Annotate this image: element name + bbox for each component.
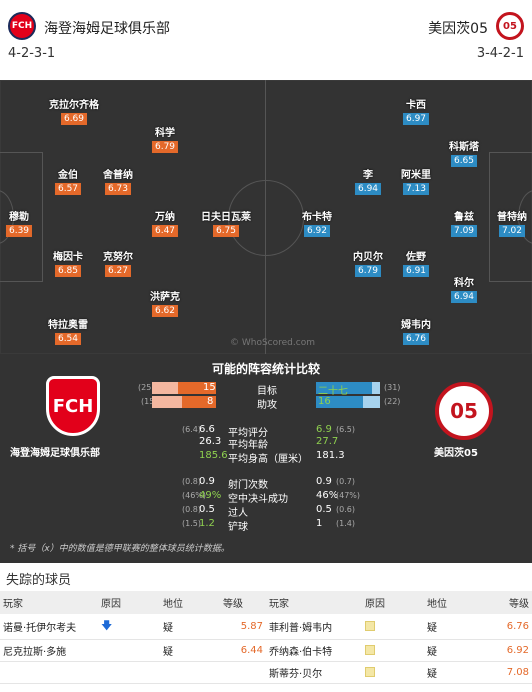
watermark: © WhoScored.com [230,338,315,348]
away-player[interactable]: 阿米里 7.13 [401,170,431,195]
away-formation: 3-4-2-1 [476,46,524,61]
stat-row: (0.8) 0.9 射门次数 0.9 (0.7) [182,476,355,491]
away-player[interactable]: 鲁兹 7.09 [450,208,478,237]
stat-row: 26.3 平均年龄 27.7 [199,436,339,451]
stat-row: (1.5) 1.2 铲球 1 (1.4) [182,518,355,533]
home-player[interactable]: 洪萨克 6.62 [150,292,180,317]
home-crest-large[interactable]: FCH [46,376,100,436]
home-player[interactable]: 克拉尔齐格 6.69 [49,100,99,125]
stat-row: 185.6 平均身高（厘米） 181.3 [199,450,345,465]
stat-row: (0.8) 0.5 过人 0.5 (0.6) [182,504,355,519]
stat-row: (6.4) 6.6 平均评分 6.9 (6.5) [182,424,355,439]
away-player[interactable]: 李 6.94 [354,166,382,195]
away-player[interactable]: 布卡特 6.92 [302,212,332,237]
home-player[interactable]: 万纳 6.47 [151,208,179,237]
home-player[interactable]: 舍普纳 6.73 [103,170,133,195]
stat-row: (46%) 49% 空中决斗成功 46% (47%) [182,490,361,505]
stat-row-assists: (15 8 助攻 16 (22) [141,396,401,411]
away-stat-bar [316,382,372,394]
table-row: 诺曼·托伊尔考夫 🡇 疑 5.87 菲利普·姆韦内 疑 6.76 [0,614,532,640]
away-player[interactable]: 佐野 6.91 [402,248,430,277]
injury-icon [365,621,375,631]
away-player[interactable]: 姆韦内 6.76 [401,320,431,345]
home-player[interactable]: 日夫日瓦莱 6.75 [201,212,251,237]
away-player[interactable]: 普特纳 7.02 [497,212,527,237]
home-player[interactable]: 科学 6.79 [151,124,179,153]
away-team-name[interactable]: 美因茨05 [428,21,488,37]
home-player[interactable]: 克努尔 6.27 [103,252,133,277]
home-team-crest[interactable]: FCH [8,12,36,40]
away-player[interactable]: 内贝尔 6.79 [353,252,383,277]
away-player[interactable]: 卡西 6.97 [402,96,430,125]
home-stat-bar [182,396,216,408]
home-stat-bar [178,382,216,394]
lineup-comparison: 可能的阵容统计比较 FCH 海登海姆足球俱乐部 05 美因茨05 (25) 15… [0,354,532,563]
arrow-down-icon: 🡇 [101,619,113,632]
home-formation: 4-2-3-1 [8,46,56,61]
missing-players-section: 失踪的球员 玩家 原因 地位 等级 玩家 原因 地位 等级 诺曼·托伊尔考夫 🡇… [0,563,532,692]
home-player[interactable]: 金伯 6.57 [54,166,82,195]
home-player[interactable]: 梅因卡 6.85 [53,252,83,277]
injury-icon [365,667,375,677]
away-crest-large[interactable]: 05 [435,382,493,440]
table-row: 尼克拉斯·多施 疑 6.44 乔纳森·伯卡特 疑 6.92 [0,639,532,662]
home-team-name[interactable]: 海登海姆足球俱乐部 [44,21,170,37]
away-team-label[interactable]: 美因茨05 [434,448,478,459]
home-team-label[interactable]: 海登海姆足球俱乐部 [10,448,100,459]
comparison-footnote: * 括号（x）中的数值是德甲联赛的整体球员统计数据。 [10,544,230,554]
table-row: 斯蒂芬·贝尔 疑 7.08 [0,661,532,684]
home-player[interactable]: 穆勒 6.39 [5,208,33,237]
stat-row-goals: (25) 15 目标 二十七 (31) [138,382,401,397]
comparison-title: 可能的阵容统计比较 [211,362,320,376]
missing-players-title: 失踪的球员 [6,573,72,588]
away-player[interactable]: 科尔 6.94 [450,274,478,303]
away-player[interactable]: 科斯塔 6.65 [449,142,479,167]
away-team-crest[interactable]: 05 [496,12,524,40]
lineup-pitch: 克拉尔齐格 6.69 科学 6.79 金伯 6.57 舍普纳 6.73 穆勒 6.39 万… [0,80,532,354]
match-header: FCH 海登海姆足球俱乐部 4-2-3-1 05 美因茨05 3-4-2-1 [0,0,532,80]
missing-players-table: 玩家 原因 地位 等级 玩家 原因 地位 等级 诺曼·托伊尔考夫 🡇 疑 5.8… [0,591,532,684]
away-stat-bar [316,396,363,408]
injury-icon [365,645,375,655]
home-player[interactable]: 特拉奥雷 6.54 [48,320,88,345]
